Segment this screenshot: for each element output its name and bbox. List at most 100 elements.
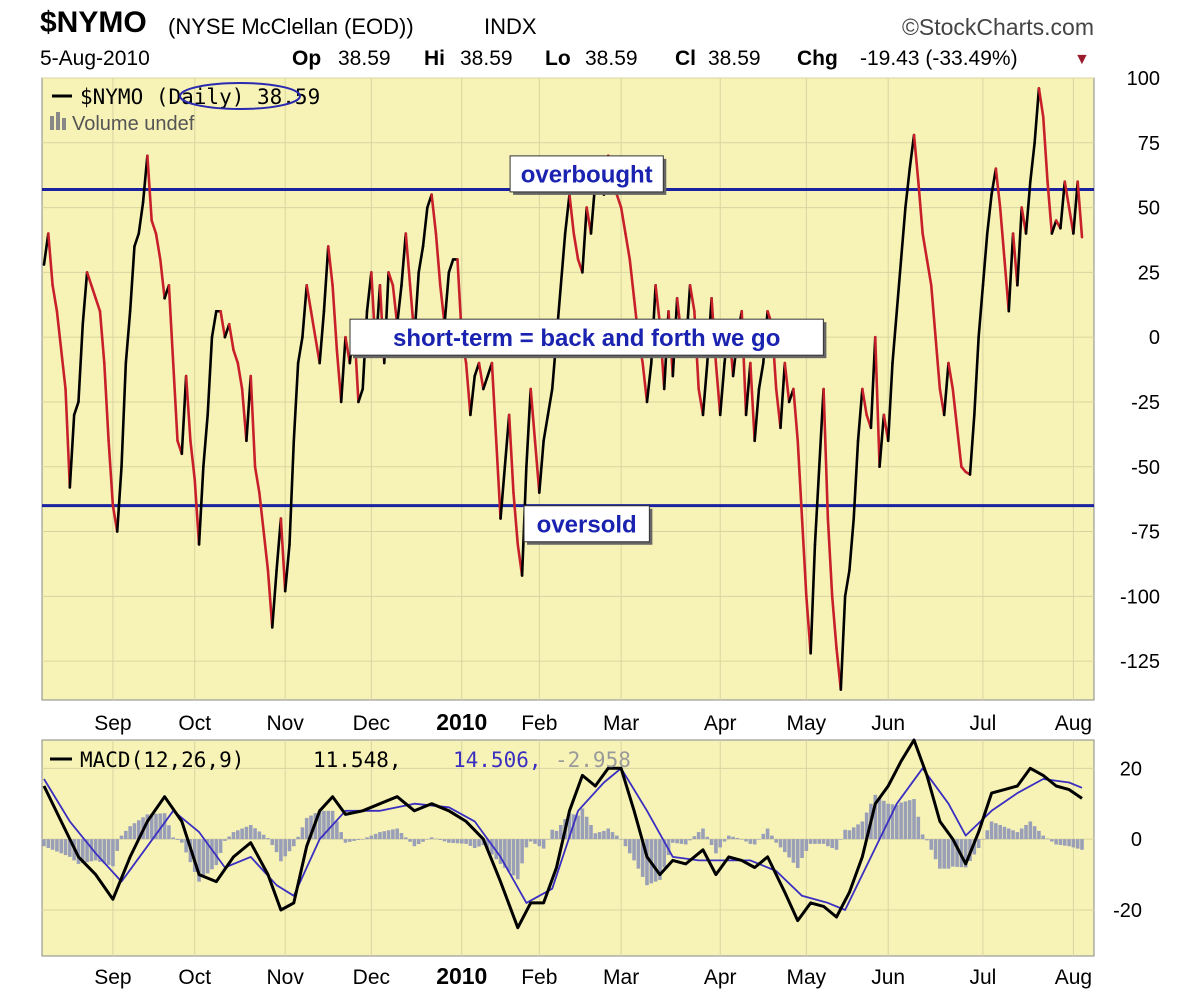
quote-row: 5-Aug-2010 Op 38.59 Hi 38.59 Lo 38.59 Cl… xyxy=(40,47,1100,75)
histogram-bar xyxy=(666,839,671,856)
histogram-bar xyxy=(623,839,628,847)
histogram-bar xyxy=(748,839,753,844)
nymo-segment xyxy=(998,206,1006,261)
macd-x-tick-label: Mar xyxy=(603,966,639,989)
nymo-segment xyxy=(236,361,244,391)
histogram-bar xyxy=(920,834,925,840)
nymo-segment xyxy=(98,309,106,365)
histogram-bar xyxy=(85,839,89,863)
histogram-bar xyxy=(459,839,464,844)
histogram-bar xyxy=(856,824,860,840)
histogram-bar xyxy=(455,839,460,844)
main-x-tick-label: May xyxy=(787,712,827,735)
main-x-tick-label: Sep xyxy=(94,712,131,735)
nymo-segment xyxy=(852,439,860,520)
histogram-bar xyxy=(248,824,253,840)
histogram-bar xyxy=(468,839,473,846)
nymo-segment xyxy=(55,309,63,352)
nymo-segment xyxy=(809,543,817,655)
histogram-bar xyxy=(304,817,309,840)
histogram-bar xyxy=(498,839,503,864)
histogram-bar xyxy=(550,829,555,840)
histogram-bar xyxy=(541,839,546,849)
histogram-bar xyxy=(761,833,766,840)
exchange-label: INDX xyxy=(484,14,537,39)
macd-legend: MACD(12,26,9) 11.548, 14.506, -2.958 xyxy=(50,748,631,772)
nymo-segment xyxy=(357,387,365,404)
histogram-bar xyxy=(610,832,615,840)
symbol-fullname: (NYSE McClellan (EOD)) xyxy=(168,14,414,39)
histogram-bar xyxy=(171,837,176,840)
nymo-segment xyxy=(542,413,550,443)
histogram-bar xyxy=(343,839,348,843)
nymo-segment xyxy=(1046,180,1054,235)
histogram-bar xyxy=(662,839,667,868)
nymo-segment xyxy=(615,193,623,209)
histogram-bar xyxy=(860,821,865,840)
nymo-segment xyxy=(137,201,145,235)
histogram-bar xyxy=(800,839,804,859)
main-y-tick-label: 100 xyxy=(1127,68,1160,90)
histogram-bar xyxy=(115,839,120,851)
macd-x-tick-label: Oct xyxy=(178,966,211,989)
histogram-bar xyxy=(485,839,490,850)
nymo-segment xyxy=(400,232,408,287)
histogram-bar xyxy=(938,839,942,869)
histogram-bar xyxy=(236,830,240,840)
histogram-bar xyxy=(559,824,563,840)
histogram-bar xyxy=(1080,839,1084,850)
histogram-bar xyxy=(632,839,636,861)
histogram-bar xyxy=(933,839,938,860)
nymo-segment xyxy=(77,322,85,404)
histogram-bar xyxy=(989,821,994,840)
nymo-segment xyxy=(1016,206,1024,287)
histogram-bar xyxy=(701,828,705,840)
nymo-segment xyxy=(339,335,347,404)
nymo-segment xyxy=(266,569,274,629)
histogram-bar xyxy=(503,839,507,868)
histogram-bar xyxy=(378,832,382,840)
nymo-series xyxy=(42,87,1084,691)
histogram-bar xyxy=(976,839,981,848)
macd-legend-signal: 14.506, xyxy=(453,748,542,772)
nymo-segment xyxy=(120,361,128,469)
nymo-segment xyxy=(1033,87,1041,145)
main-y-tick-label: -100 xyxy=(1120,586,1160,608)
nymo-segment xyxy=(283,543,291,593)
histogram-bar xyxy=(778,839,783,848)
histogram-bar xyxy=(847,830,852,840)
macd-legend-macd: 11.548, xyxy=(313,748,402,772)
nymo-segment xyxy=(929,284,937,339)
nymo-segment xyxy=(985,193,993,235)
histogram-bar xyxy=(658,839,662,880)
nymo-segment xyxy=(619,206,627,235)
nymo-segment xyxy=(968,413,976,476)
nymo-segment xyxy=(494,439,502,520)
histogram-bar xyxy=(124,830,128,840)
nymo-segment xyxy=(296,335,304,365)
nymo-segment xyxy=(193,478,201,546)
nymo-segment xyxy=(158,258,166,300)
histogram-bar xyxy=(425,839,430,840)
nymo-segment xyxy=(258,491,265,533)
histogram-bar xyxy=(1054,839,1058,845)
nymo-segment xyxy=(227,322,235,352)
histogram-bar xyxy=(877,797,882,840)
nymo-segment xyxy=(917,180,924,235)
nymo-segment xyxy=(64,387,72,489)
nymo-segment xyxy=(464,361,472,417)
histogram-bar xyxy=(429,837,434,840)
histogram-bar xyxy=(1037,830,1041,840)
nymo-segment xyxy=(288,439,296,546)
histogram-bar xyxy=(210,839,214,870)
histogram-bar xyxy=(834,839,839,850)
histogram-bar xyxy=(158,813,163,840)
histogram-bar xyxy=(438,839,443,841)
histogram-bar xyxy=(619,839,623,840)
macd-x-tick-label: Jul xyxy=(970,966,997,989)
nymo-segment xyxy=(417,245,425,274)
histogram-bar xyxy=(167,825,171,840)
histogram-bar xyxy=(972,839,977,855)
nymo-segment xyxy=(279,517,287,593)
